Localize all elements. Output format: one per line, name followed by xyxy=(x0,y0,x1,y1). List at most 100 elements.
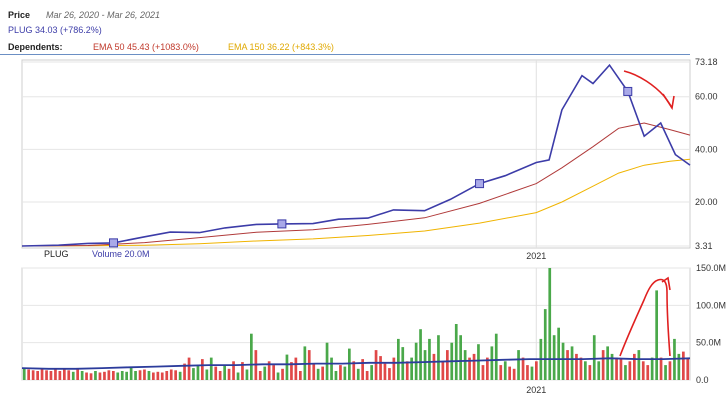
volume-bar xyxy=(637,350,641,380)
volume-bar xyxy=(209,357,213,380)
volume-bar xyxy=(196,365,200,380)
volume-bar xyxy=(606,346,609,380)
volume-bar xyxy=(490,346,494,380)
volume-bar xyxy=(241,362,244,380)
volume-bar xyxy=(245,369,249,380)
volume-y-tick-label: 100.0M xyxy=(696,300,726,310)
price-y-tick-label: 40.00 xyxy=(695,144,718,154)
volume-bar xyxy=(575,353,578,380)
volume-bar xyxy=(597,361,601,380)
volume-bar xyxy=(659,357,663,380)
ema50-line xyxy=(21,122,691,247)
volume-bar xyxy=(330,357,333,380)
ema150-line xyxy=(21,158,691,247)
volume-bar xyxy=(276,372,280,380)
volume-bar xyxy=(129,366,133,380)
volume-bar xyxy=(383,363,387,380)
volume-bar xyxy=(63,369,66,380)
price-event-marker xyxy=(109,238,119,248)
volume-bar xyxy=(147,371,151,380)
volume-bar xyxy=(169,369,173,380)
volume-y-tick-label: 150.0M xyxy=(696,263,726,273)
volume-bar xyxy=(454,324,458,380)
volume-bar xyxy=(45,370,48,380)
volume-bar xyxy=(682,351,685,380)
volume-bar xyxy=(446,350,449,380)
volume-bar xyxy=(58,371,62,380)
volume-bar xyxy=(267,361,271,380)
volume-bar xyxy=(374,350,378,380)
volume-bar xyxy=(156,371,160,380)
volume-bar xyxy=(365,371,369,380)
volume-bar xyxy=(441,361,445,380)
volume-bar xyxy=(71,371,75,380)
volume-bar xyxy=(312,363,316,380)
price-y-tick-label: 60.00 xyxy=(695,92,718,102)
volume-bar xyxy=(361,359,364,380)
volume-bar xyxy=(120,371,124,380)
volume-bar xyxy=(517,350,520,380)
volume-bar xyxy=(370,365,373,380)
price-panel: 73.18 60.00 40.00 20.00 3.31 2021 xyxy=(21,57,718,261)
volume-bar xyxy=(178,371,182,380)
volume-bar xyxy=(499,365,503,380)
volume-bar xyxy=(112,371,115,380)
volume-bar xyxy=(134,371,137,380)
volume-bar xyxy=(437,335,440,380)
volume-bar xyxy=(281,368,284,380)
volume-bar xyxy=(650,357,654,380)
volume-bar xyxy=(552,335,556,380)
volume-bar xyxy=(103,371,106,380)
volume-bar xyxy=(392,357,396,380)
volume-bar xyxy=(477,344,480,380)
legend-ema50: EMA 50 45.43 (+1083.0%) xyxy=(93,42,199,52)
volume-bar xyxy=(143,369,146,380)
volume-bar xyxy=(192,368,195,380)
volume-bar xyxy=(258,371,262,380)
annotations xyxy=(619,70,675,357)
volume-bar xyxy=(633,353,636,380)
volume-panel: 150.0M 100.0M 50.0M 0.0 2021 xyxy=(21,263,726,395)
volume-bar xyxy=(615,357,618,380)
volume-bar xyxy=(592,335,596,380)
volume-bar xyxy=(263,366,267,380)
volume-bar xyxy=(285,354,289,380)
volume-bar xyxy=(579,357,583,380)
volume-bar xyxy=(214,366,218,380)
volume-bar xyxy=(494,333,498,380)
volume-bar xyxy=(54,368,57,380)
volume-bar xyxy=(664,365,667,380)
volume-bar xyxy=(530,366,534,380)
volume-ticker: PLUG xyxy=(44,249,69,259)
volume-bar xyxy=(356,368,360,380)
price-event-marker xyxy=(277,219,287,229)
volume-bar xyxy=(561,342,565,380)
price-y-tick-label: 3.31 xyxy=(695,241,713,251)
volume-bar xyxy=(290,362,293,380)
volume-bar xyxy=(98,372,102,380)
volume-bar xyxy=(570,346,574,380)
volume-bar xyxy=(472,353,476,380)
volume-bar xyxy=(526,365,529,380)
volume-bar xyxy=(410,357,413,380)
volume-bar xyxy=(508,366,511,380)
volume-bar xyxy=(646,365,650,380)
volume-bar xyxy=(628,361,632,380)
volume-bar xyxy=(94,371,97,380)
volume-bar xyxy=(227,368,231,380)
volume-bar xyxy=(468,357,471,380)
volume-bar xyxy=(401,347,405,380)
date-range: Mar 26, 2020 - Mar 26, 2021 xyxy=(46,10,161,20)
volume-bar xyxy=(67,370,71,380)
volume-bar xyxy=(677,353,681,380)
volume-bar xyxy=(463,350,467,380)
volume-bar xyxy=(31,370,35,380)
header-divider xyxy=(0,54,690,55)
price-line xyxy=(21,63,691,247)
volume-bar xyxy=(205,369,209,380)
volume-bar xyxy=(619,359,623,380)
volume-bar xyxy=(414,342,418,380)
volume-bar xyxy=(27,369,30,380)
volume-bar xyxy=(76,369,79,380)
volume-bar xyxy=(641,361,645,380)
